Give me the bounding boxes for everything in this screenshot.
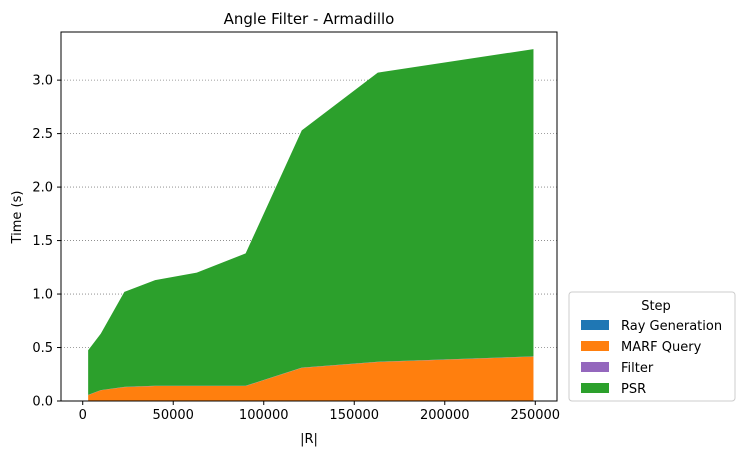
plot-frame xyxy=(60,31,558,402)
legend-swatch xyxy=(581,341,609,351)
legend-title: Step xyxy=(641,299,671,314)
y-tick-label: 3.0 xyxy=(32,74,53,89)
x-tick-label: 50000 xyxy=(153,408,194,423)
chart-title: Angle Filter - Armadillo xyxy=(224,10,395,28)
x-axis-label: |R| xyxy=(300,432,318,447)
legend-label: MARF Query xyxy=(621,340,702,355)
legend-swatch xyxy=(581,320,609,330)
y-tick-label: 2.0 xyxy=(32,181,53,196)
stacked-areas xyxy=(88,49,534,401)
x-axis-ticks: 0 50000 100000 150000 200000 250000 xyxy=(79,401,560,423)
x-tick-label: 200000 xyxy=(420,408,470,423)
area-marf-query xyxy=(88,356,534,401)
y-axis-ticks: 0.0 0.5 1.0 1.5 2.0 2.5 3.0 xyxy=(32,74,61,410)
legend-swatch xyxy=(581,383,609,393)
y-tick-label: 2.5 xyxy=(32,127,53,142)
x-tick-label: 0 xyxy=(79,408,87,423)
y-axis-label: Time (s) xyxy=(10,191,25,245)
x-tick-label: 250000 xyxy=(510,408,560,423)
legend-label: PSR xyxy=(621,382,646,397)
y-tick-label: 0.0 xyxy=(32,395,53,410)
area-psr xyxy=(88,49,534,395)
y-tick-label: 0.5 xyxy=(32,341,53,356)
y-tick-label: 1.0 xyxy=(32,288,53,303)
legend-label: Ray Generation xyxy=(621,319,722,334)
legend-frame xyxy=(568,291,736,402)
x-tick-label: 150000 xyxy=(329,408,379,423)
legend-swatch xyxy=(581,362,609,372)
y-tick-label: 1.5 xyxy=(32,234,53,249)
legend-label: Filter xyxy=(621,361,654,376)
legend: Step Ray Generation MARF Query Filter PSR xyxy=(568,291,736,402)
x-tick-label: 100000 xyxy=(239,408,289,423)
